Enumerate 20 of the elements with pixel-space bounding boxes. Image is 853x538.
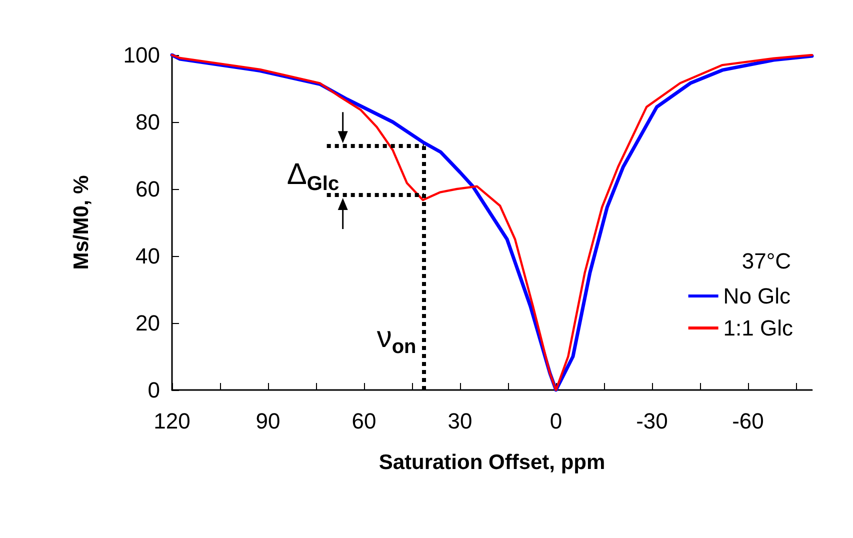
y-tick-label: 60 bbox=[136, 176, 160, 202]
y-axis-title: Ms/M0, % bbox=[70, 174, 93, 270]
x-tick-label: 120 bbox=[154, 408, 190, 434]
annotation: ν$_{on}$ bbox=[376, 320, 416, 358]
annotation: Δ$_{Glc}$ bbox=[286, 158, 340, 195]
y-tick-label: 0 bbox=[148, 378, 160, 402]
x-axis-title: Saturation Offset, ppm bbox=[378, 451, 606, 474]
legend-title: 37°C bbox=[742, 248, 792, 274]
y-tick-label: 100 bbox=[123, 42, 160, 68]
x-tick-label: 60 bbox=[352, 408, 376, 434]
x-tick-label: -60 bbox=[732, 408, 764, 434]
x-tick-label: 30 bbox=[448, 408, 472, 434]
y-tick-label: 80 bbox=[136, 110, 160, 134]
x-tick-label: -30 bbox=[636, 408, 668, 434]
legend-label: 1:1 Glc bbox=[723, 316, 794, 340]
y-tick-label: 20 bbox=[136, 310, 160, 336]
y-tick-label: 40 bbox=[136, 244, 160, 268]
legend-label: No Glc bbox=[723, 284, 791, 308]
x-tick-label: 0 bbox=[550, 408, 562, 434]
x-tick-label: 90 bbox=[256, 408, 280, 434]
